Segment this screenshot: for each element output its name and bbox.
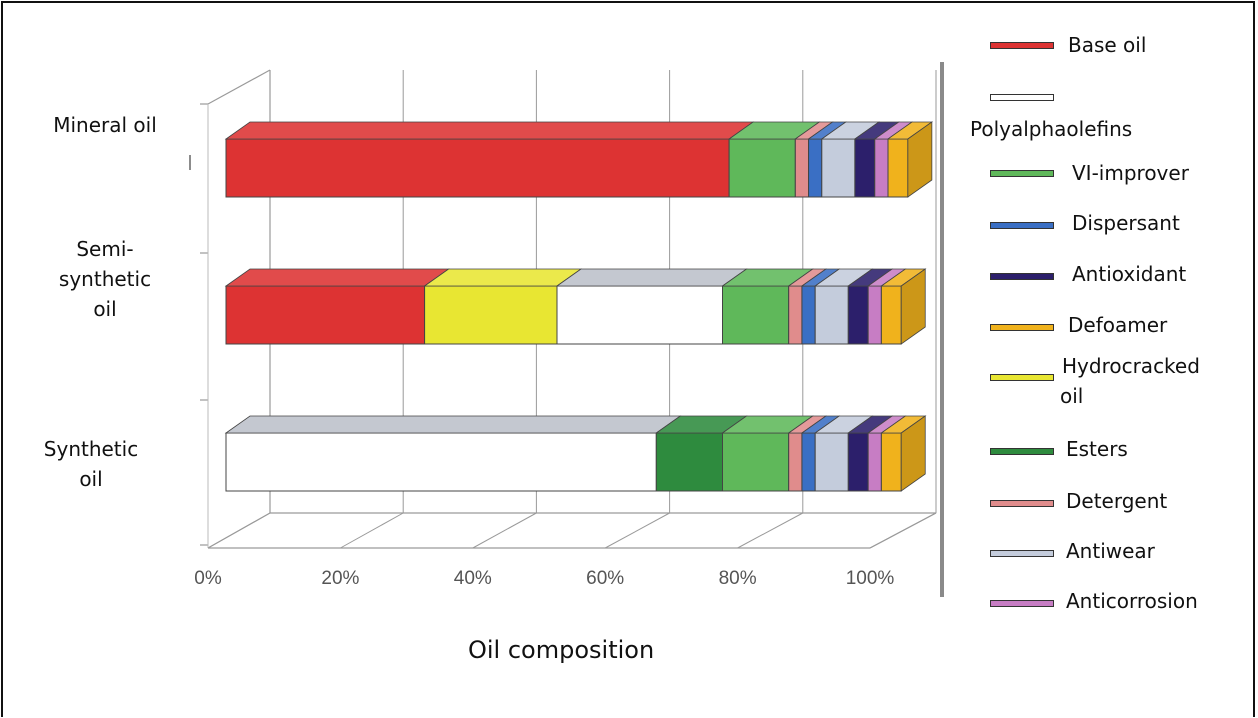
legend-swatch-defoamer: [990, 324, 1054, 331]
x-tick-label-4: 80%: [719, 568, 757, 589]
legend-label-anticorrosion: Anticorrosion: [1066, 589, 1198, 613]
legend-label-hydrocracked-oil: Hydrocracked oil: [1060, 354, 1200, 408]
legend-swatch-anticorrosion: [990, 600, 1054, 607]
bar-segment-2-4: [722, 432, 790, 492]
legend-label-antiwear: Antiwear: [1066, 539, 1155, 563]
bar-segment-2-8: [847, 432, 869, 492]
bar-segment-2-2: [225, 432, 657, 492]
bar-segment-0-6: [808, 138, 823, 198]
legend-swatch-polyalphaolefins: [990, 94, 1054, 101]
bar-segment-1-0: [225, 285, 426, 345]
floor-gridline-1: [340, 512, 404, 549]
floor-gridline-0: [207, 512, 271, 549]
bar-segment-1-8: [847, 285, 869, 345]
x-tick-label-0: 0%: [194, 568, 222, 589]
bar-segment-1-4: [722, 285, 790, 345]
category-label-mineral-oil: Mineral oil: [53, 113, 157, 137]
legend-label-defoamer: Defoamer: [1068, 313, 1168, 337]
bar-group-2: [224, 415, 927, 492]
bar-segment-0-10: [887, 138, 909, 198]
side-wall-top-edge: [207, 69, 271, 105]
floor-gridline-2: [472, 512, 537, 549]
bar-segment-1-10: [880, 285, 902, 345]
legend-label-vi-improver: VI-improver: [1072, 161, 1189, 185]
legend-swatch-esters: [990, 448, 1054, 455]
bar-segment-2-10: [880, 432, 902, 492]
bar-segment-2-7: [814, 432, 849, 492]
legend-swatch-hydrocracked-oil: [990, 374, 1054, 381]
floor-gridline-5: [869, 512, 937, 549]
legend-swatch-detergent: [990, 500, 1054, 507]
bar-top-0-0: [224, 121, 755, 140]
bar-side-1: [900, 268, 926, 345]
bar-segment-2-6: [801, 432, 816, 492]
legend-swatch-antioxidant: [990, 273, 1054, 280]
legend-divider: [940, 62, 944, 597]
x-tick-labels: 0% 20% 40% 60% 80% 100%: [194, 568, 894, 589]
bar-segment-0-9: [874, 138, 889, 198]
legend-swatch-base-oil: [990, 42, 1054, 49]
bar-top-1-0: [224, 268, 450, 287]
bar-segment-0-8: [854, 138, 876, 198]
floor-gridline-4: [737, 512, 804, 549]
bar-segment-1-1: [424, 285, 558, 345]
legend-label-base-oil: Base oil: [1068, 33, 1147, 57]
category-label-semi-synthetic-oil: Semi- synthetic oil: [58, 237, 152, 321]
bar-segment-2-9: [867, 432, 882, 492]
bar-segment-1-2: [556, 285, 723, 345]
bar-segment-0-0: [225, 138, 730, 198]
x-axis-label: Oil composition: [468, 636, 655, 664]
bar-segment-0-4: [728, 138, 796, 198]
floor-gridline-3: [604, 512, 670, 549]
x-tick-label-2: 40%: [454, 568, 492, 589]
x-tick-label-1: 20%: [321, 568, 359, 589]
bar-segment-1-5: [788, 285, 803, 345]
bar-side-2: [900, 415, 926, 492]
bar-side-0: [907, 121, 933, 198]
legend-label-esters: Esters: [1066, 437, 1128, 461]
legend-swatch-antiwear: [990, 550, 1054, 557]
bar-top-1-1: [423, 268, 583, 287]
bar-segment-1-6: [801, 285, 816, 345]
x-tick-label-3: 60%: [586, 568, 624, 589]
bar-segment-2-5: [788, 432, 803, 492]
category-label-synthetic-oil: Synthetic oil: [43, 437, 139, 491]
legend-label-antioxidant: Antioxidant: [1072, 262, 1187, 286]
bar-top-1-2: [555, 268, 748, 287]
legend-swatch-dispersant: [990, 222, 1054, 229]
bar-segment-0-7: [821, 138, 856, 198]
legend-swatch-vi-improver: [990, 170, 1054, 177]
bar-top-2-2: [224, 415, 682, 434]
legend-label-dispersant: Dispersant: [1072, 211, 1180, 235]
bar-segment-0-5: [794, 138, 810, 198]
bar-segment-1-9: [867, 285, 882, 345]
bar-segment-2-3: [655, 432, 723, 492]
bar-segment-1-7: [814, 285, 849, 345]
bar-group-0: [224, 121, 934, 198]
chart-bars: [224, 121, 934, 492]
bar-group-1: [224, 268, 927, 345]
x-tick-label-5: 100%: [846, 568, 895, 589]
legend-label-polyalphaolefins: Polyalphaolefins: [970, 117, 1133, 141]
legend-label-detergent: Detergent: [1066, 489, 1168, 513]
